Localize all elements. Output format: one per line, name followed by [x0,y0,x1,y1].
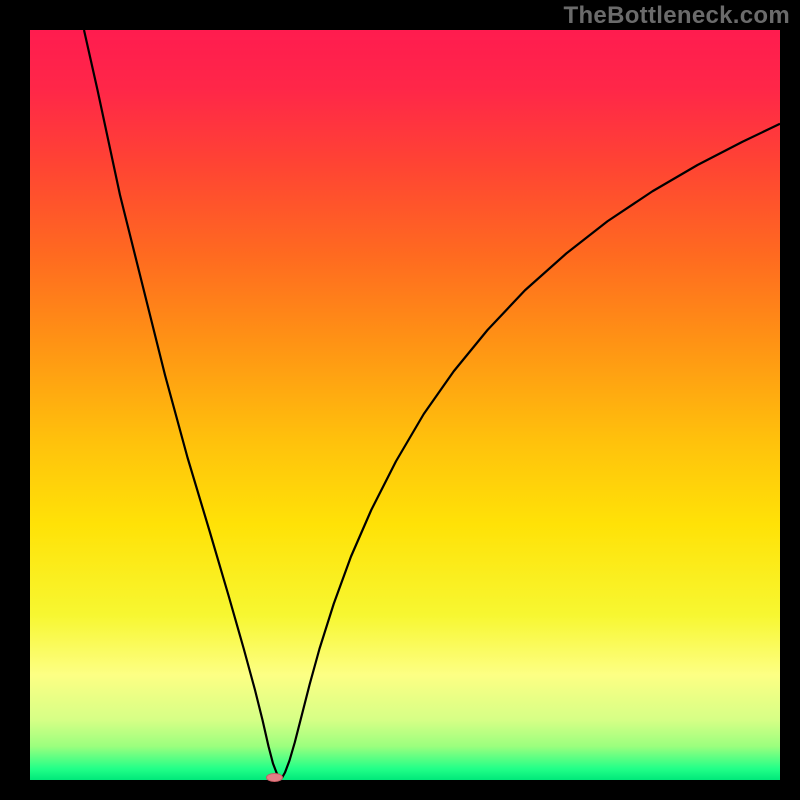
watermark-text: TheBottleneck.com [564,2,790,30]
plot-area [30,30,780,780]
chart-container: TheBottleneck.com [0,0,800,800]
plot-svg [30,30,780,780]
gradient-background [30,30,780,780]
optimum-marker [266,773,283,782]
